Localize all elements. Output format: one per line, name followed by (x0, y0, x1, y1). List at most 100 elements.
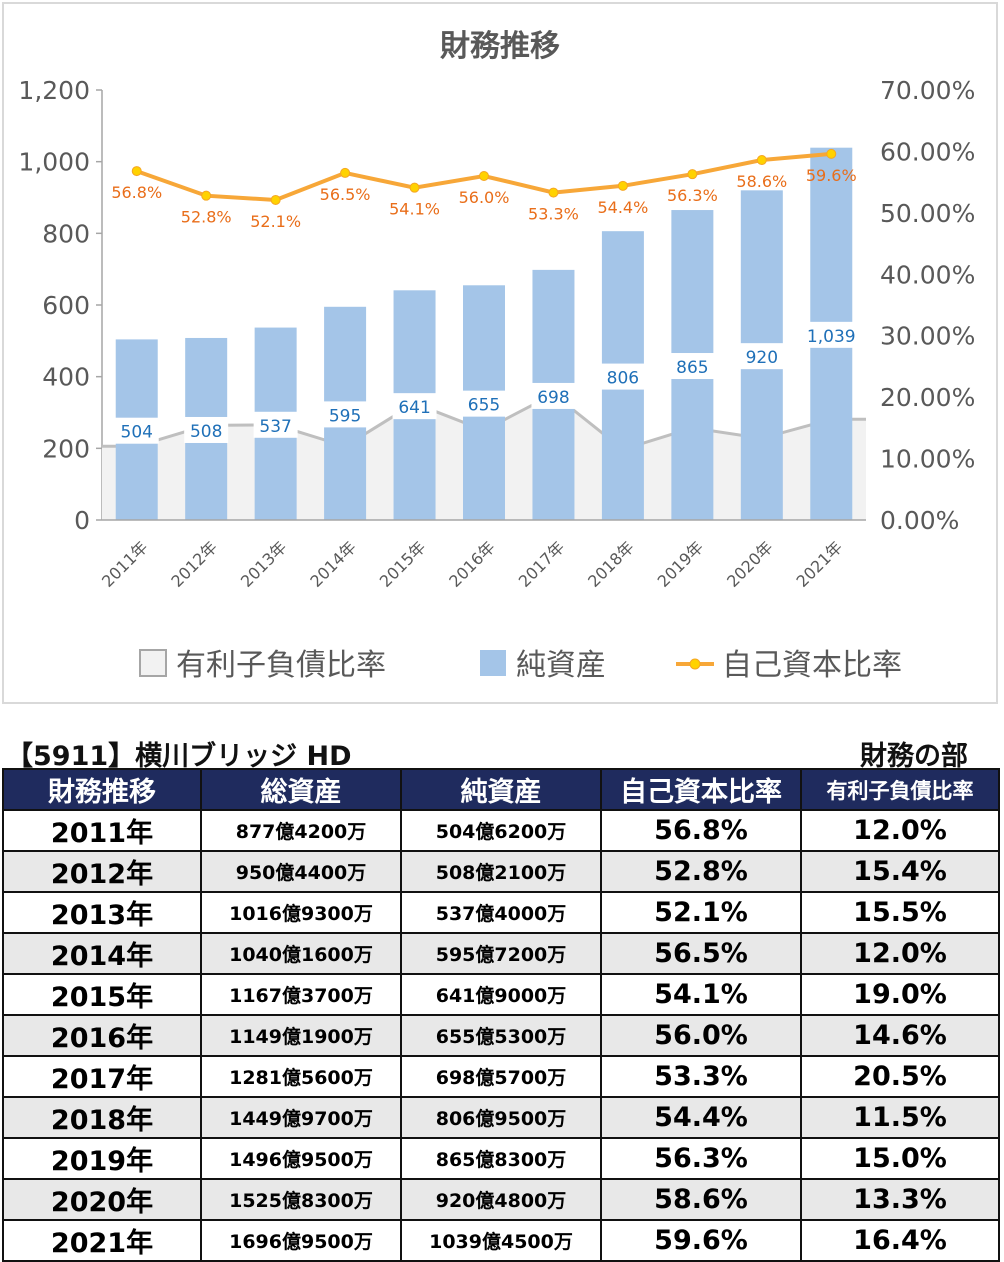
cell-total-assets: 1281億5600万 (200, 1055, 402, 1098)
x-tick-label: 2017年 (515, 537, 569, 591)
cell-equity-ratio: 56.8% (600, 809, 802, 852)
equity-ratio-data-label: 56.0% (459, 188, 510, 207)
header-year: 財務推移 (2, 768, 202, 811)
equity-ratio-data-label: 52.1% (250, 212, 301, 231)
table-row: 2018年 1449億9700万 806億9500万 54.4% 11.5% (2, 1096, 1000, 1139)
cell-equity-ratio: 56.5% (600, 932, 802, 975)
equity-ratio-data-label: 59.6% (806, 166, 857, 185)
cell-total-assets: 1016億9300万 (200, 891, 402, 934)
cell-net-assets: 655億5300万 (400, 1014, 602, 1057)
equity-ratio-data-label: 52.8% (181, 208, 232, 227)
cell-total-assets: 1496億9500万 (200, 1137, 402, 1180)
table-row: 2013年 1016億9300万 537億4000万 52.1% 15.5% (2, 891, 1000, 934)
equity-ratio-marker (756, 155, 767, 166)
cell-total-assets: 1167億3700万 (200, 973, 402, 1016)
cell-total-assets: 1149億1900万 (200, 1014, 402, 1057)
cell-equity-ratio: 52.8% (600, 850, 802, 893)
x-tick-label: 2014年 (306, 537, 360, 591)
cell-net-assets: 641億9000万 (400, 973, 602, 1016)
cell-debt-ratio: 13.3% (800, 1178, 1000, 1221)
table-body: 2011年 877億4200万 504億6200万 56.8% 12.0% 2012年 95… (2, 809, 1000, 1262)
equity-ratio-marker (131, 166, 142, 177)
equity-ratio-marker (617, 180, 628, 191)
cell-net-assets: 537億4000万 (400, 891, 602, 934)
bar-label-bg (392, 393, 437, 420)
cell-net-assets: 698億5700万 (400, 1055, 602, 1098)
cell-equity-ratio: 53.3% (600, 1055, 802, 1098)
x-tick-label: 2013年 (237, 537, 291, 591)
y-left-tick-label: 0 (74, 506, 90, 535)
cell-net-assets: 1039億4500万 (400, 1219, 602, 1262)
cell-year: 2014年 (2, 932, 202, 975)
bar-label-bg (670, 353, 715, 380)
legend-swatch-net-assets (480, 650, 506, 676)
equity-ratio-data-label: 56.5% (320, 185, 371, 204)
equity-ratio-marker (826, 148, 837, 159)
cell-year: 2021年 (2, 1219, 202, 1262)
legend-label-net-assets: 純資産 (516, 648, 606, 683)
bar-label-bg (739, 343, 784, 370)
bar-data-label: 508 (190, 422, 222, 442)
table-row: 2014年 1040億1600万 595億7200万 56.5% 12.0% (2, 932, 1000, 975)
equity-ratio-marker (687, 169, 698, 180)
x-tick-label: 2018年 (584, 537, 638, 591)
table-title-row: 【5911】横川ブリッジ HD 財務の部 (0, 734, 1004, 772)
section-title: 財務の部 (860, 741, 968, 772)
cell-debt-ratio: 20.5% (800, 1055, 1000, 1098)
cell-year: 2013年 (2, 891, 202, 934)
x-tick-label: 2012年 (167, 537, 221, 591)
table-row: 2015年 1167億3700万 641億9000万 54.1% 19.0% (2, 973, 1000, 1016)
equity-ratio-marker (548, 187, 559, 198)
bar-label-bg (600, 363, 645, 390)
table-row: 2021年 1696億9500万 1039億4500万 59.6% 16.4% (2, 1219, 1000, 1262)
cell-year: 2018年 (2, 1096, 202, 1139)
bar-label-bg (462, 390, 506, 417)
x-tick-label: 2021年 (793, 537, 847, 591)
y-left-tick-label: 400 (42, 363, 90, 392)
equity-ratio-data-label: 58.6% (736, 172, 787, 191)
cell-total-assets: 1449億9700万 (200, 1096, 402, 1139)
cell-debt-ratio: 15.4% (800, 850, 1000, 893)
chart-title: 財務推移 (440, 29, 560, 64)
bar-data-label: 655 (468, 396, 500, 416)
cell-debt-ratio: 14.6% (800, 1014, 1000, 1057)
cell-total-assets: 1696億9500万 (200, 1219, 402, 1262)
bar-data-label: 920 (746, 348, 778, 368)
cell-net-assets: 504億6200万 (400, 809, 602, 852)
y-right-tick-label: 30.00% (880, 322, 975, 351)
cell-year: 2020年 (2, 1178, 202, 1221)
cell-total-assets: 877億4200万 (200, 809, 402, 852)
bar-label-bg (253, 411, 298, 438)
y-right-tick-label: 70.00% (880, 76, 975, 105)
cell-net-assets: 806億9500万 (400, 1096, 602, 1139)
legend-marker-equity-ratio (689, 658, 701, 670)
legend-label-debt-ratio: 有利子負債比率 (176, 648, 386, 683)
equity-ratio-data-label: 53.3% (528, 205, 579, 224)
equity-ratio-data-label: 54.1% (389, 200, 440, 219)
y-left-tick-label: 200 (42, 434, 90, 463)
cell-equity-ratio: 54.4% (600, 1096, 802, 1139)
y-right-tick-label: 60.00% (880, 137, 975, 166)
cell-debt-ratio: 15.0% (800, 1137, 1000, 1180)
cell-debt-ratio: 16.4% (800, 1219, 1000, 1262)
financial-chart: 財務推移 0 200 400 600 800 1,000 1,200 0.00% 10.00% 20… (18, 29, 975, 683)
y-right-tick-label: 10.00% (880, 445, 975, 474)
header-net-assets: 純資産 (400, 768, 602, 811)
x-tick-label: 2016年 (445, 537, 499, 591)
cell-debt-ratio: 19.0% (800, 973, 1000, 1016)
header-debt-ratio: 有利子負債比率 (800, 768, 1000, 811)
y-right-tick-label: 0.00% (880, 506, 959, 535)
financial-table: 財務推移 総資産 純資産 自己資本比率 有利子負債比率 2011年 877億420… (2, 768, 1000, 1262)
y-left-tick-label: 800 (42, 219, 90, 248)
cell-equity-ratio: 56.0% (600, 1014, 802, 1057)
cell-equity-ratio: 54.1% (600, 973, 802, 1016)
equity-ratio-data-label: 54.4% (597, 198, 648, 217)
table-row: 2017年 1281億5600万 698億5700万 53.3% 20.5% (2, 1055, 1000, 1098)
chart-frame: 財務推移 0 200 400 600 800 1,000 1,200 0.00% 10.00% 20… (2, 2, 998, 704)
cell-debt-ratio: 12.0% (800, 932, 1000, 975)
x-tick-label: 2015年 (376, 537, 430, 591)
bar-data-label: 1,039 (807, 327, 856, 347)
cell-year: 2019年 (2, 1137, 202, 1180)
y-right-tick-label: 20.00% (880, 383, 975, 412)
cell-year: 2015年 (2, 973, 202, 1016)
